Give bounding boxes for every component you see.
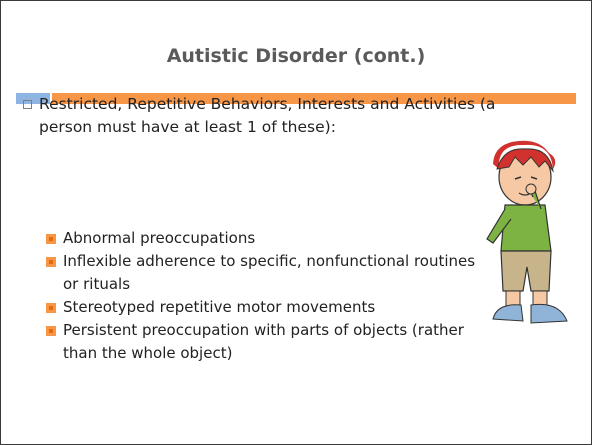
sub-bullet: Inflexible adherence to specific, nonfun… bbox=[45, 250, 485, 296]
slide: Autistic Disorder (cont.) Restricted, Re… bbox=[0, 0, 592, 445]
sub-bullet: Persistent preoccupation with parts of o… bbox=[45, 319, 485, 365]
main-bullet: Restricted, Repetitive Behaviors, Intere… bbox=[39, 93, 507, 139]
sub-bullet: Stereotyped repetitive motor movements bbox=[45, 296, 485, 319]
boy-illustration bbox=[479, 139, 573, 335]
bullet-marker bbox=[23, 100, 32, 109]
sub-bullet: Abnormal preoccupations bbox=[45, 227, 485, 250]
slide-title: Autistic Disorder (cont.) bbox=[1, 45, 591, 67]
